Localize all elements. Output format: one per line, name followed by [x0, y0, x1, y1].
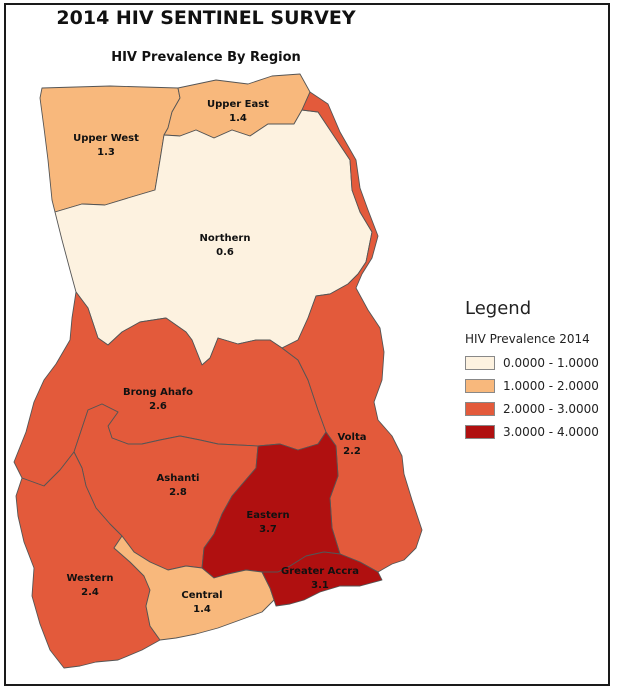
- region-name-upper-east: Upper East: [207, 99, 269, 110]
- region-name-volta: Volta: [337, 432, 366, 443]
- region-central: [113, 535, 275, 641]
- region-name-eastern: Eastern: [246, 510, 289, 521]
- legend-swatch: [465, 402, 495, 416]
- region-labels: Upper West 1.3 Upper East 1.4 Northern 0…: [66, 99, 366, 615]
- region-greater-accra: [261, 551, 383, 607]
- map-title: 2014 HIV SENTINEL SURVEY: [56, 7, 356, 29]
- legend-swatch: [465, 356, 495, 370]
- region-value-eastern: 3.7: [259, 524, 277, 535]
- region-value-upper-west: 1.3: [97, 147, 115, 158]
- region-name-western: Western: [66, 573, 113, 584]
- region-value-upper-east: 1.4: [229, 113, 247, 124]
- legend-item: 2.0000 - 3.0000: [465, 401, 599, 417]
- region-name-northern: Northern: [200, 233, 251, 244]
- region-value-volta: 2.2: [343, 446, 361, 457]
- legend-item: 1.0000 - 2.0000: [465, 378, 599, 394]
- region-name-greater-accra: Greater Accra: [281, 566, 359, 577]
- region-value-greater-accra: 3.1: [311, 580, 329, 591]
- region-value-central: 1.4: [193, 604, 211, 615]
- region-value-northern: 0.6: [216, 247, 234, 258]
- legend-item: 0.0000 - 1.0000: [465, 355, 599, 371]
- legend-label: 1.0000 - 2.0000: [503, 379, 599, 393]
- region-name-brong-ahafo: Brong Ahafo: [123, 387, 193, 398]
- region-value-ashanti: 2.8: [169, 487, 187, 498]
- region-value-western: 2.4: [81, 587, 99, 598]
- legend-label: 3.0000 - 4.0000: [503, 425, 599, 439]
- legend-label: 2.0000 - 3.0000: [503, 402, 599, 416]
- legend-label: 0.0000 - 1.0000: [503, 356, 599, 370]
- region-name-central: Central: [181, 590, 222, 601]
- region-value-brong-ahafo: 2.6: [149, 401, 167, 412]
- legend-title: Legend: [465, 298, 532, 319]
- region-name-ashanti: Ashanti: [157, 473, 200, 484]
- map-subtitle: HIV Prevalence By Region: [111, 50, 301, 65]
- legend-subtitle: HIV Prevalence 2014: [465, 332, 590, 346]
- legend-swatch: [465, 425, 495, 439]
- region-name-upper-west: Upper West: [73, 133, 139, 144]
- legend-item: 3.0000 - 4.0000: [465, 424, 599, 440]
- legend-swatch: [465, 379, 495, 393]
